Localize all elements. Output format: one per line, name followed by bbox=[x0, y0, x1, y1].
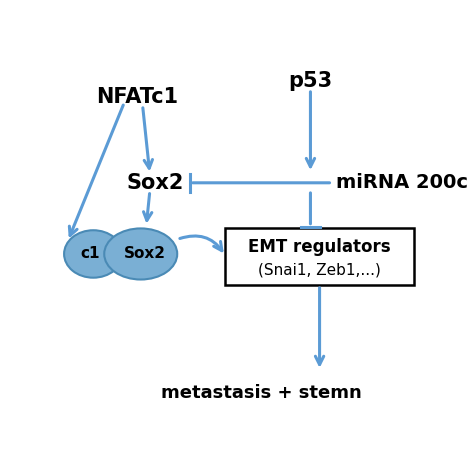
Text: miRNA 200c: miRNA 200c bbox=[336, 173, 468, 192]
Text: EMT regulators: EMT regulators bbox=[248, 238, 391, 256]
Text: c1: c1 bbox=[80, 246, 100, 262]
Text: NFATc1: NFATc1 bbox=[96, 87, 178, 107]
Ellipse shape bbox=[64, 230, 122, 278]
Bar bbox=[225, 228, 414, 285]
Text: Sox2: Sox2 bbox=[123, 246, 165, 262]
Text: metastasis + stemn: metastasis + stemn bbox=[161, 383, 362, 401]
Ellipse shape bbox=[104, 228, 177, 280]
Text: (Snai1, Zeb1,...): (Snai1, Zeb1,...) bbox=[258, 262, 381, 277]
Text: Sox2: Sox2 bbox=[127, 173, 184, 193]
Text: p53: p53 bbox=[288, 71, 332, 91]
